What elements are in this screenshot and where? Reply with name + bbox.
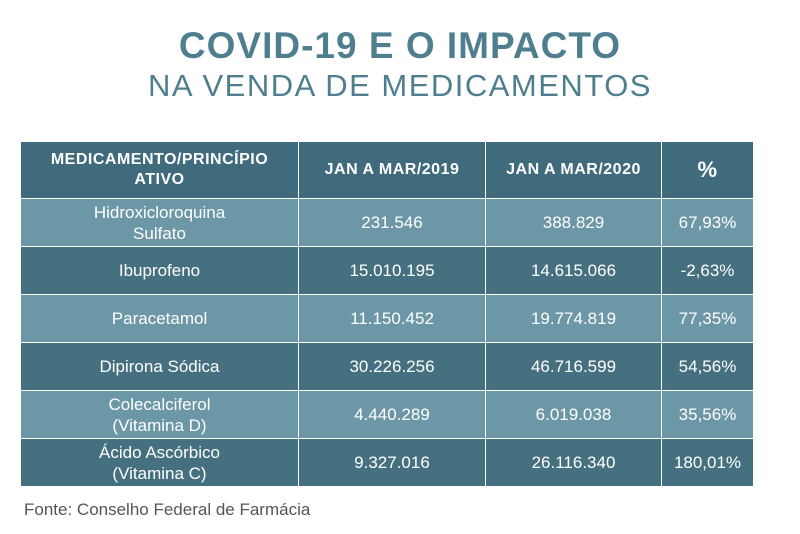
cell-medication: Ácido Ascórbico (Vitamina C) (20, 438, 299, 487)
cell-medication: Hidroxicloroquina Sulfato (20, 198, 299, 247)
cell-2020: 14.615.066 (485, 246, 662, 295)
cell-medication: Ibuprofeno (20, 246, 299, 295)
cell-2019: 11.150.452 (298, 294, 486, 343)
table-row: Colecalciferol (Vitamina D) 4.440.289 6.019… (20, 390, 754, 439)
medication-name-line: Sulfato (133, 223, 186, 243)
medication-sales-table: MEDICAMENTO/PRINCÍPIO ATIVO JAN A MAR/20… (20, 141, 754, 487)
table-row: Paracetamol 11.150.452 19.774.819 77,35% (20, 294, 754, 343)
cell-2019: 9.327.016 (298, 438, 486, 487)
cell-percent: -2,63% (661, 246, 754, 295)
table-row: Hidroxicloroquina Sulfato 231.546 388.829 67… (20, 198, 754, 247)
cell-2019: 231.546 (298, 198, 486, 247)
cell-percent: 54,56% (661, 342, 754, 391)
header-2020: JAN A MAR/2020 (485, 141, 662, 199)
cell-percent: 35,56% (661, 390, 754, 439)
cell-2019: 4.440.289 (298, 390, 486, 439)
medication-name-line: Dipirona Sódica (99, 357, 220, 376)
header-2019: JAN A MAR/2019 (298, 141, 486, 199)
medication-name-line: Ibuprofeno (118, 261, 201, 280)
cell-2020: 46.716.599 (485, 342, 662, 391)
table-row: Ibuprofeno 15.010.195 14.615.066 -2,63% (20, 246, 754, 295)
medication-name-line: Ácido Ascórbico (99, 442, 220, 462)
table-header-row: MEDICAMENTO/PRINCÍPIO ATIVO JAN A MAR/20… (20, 141, 754, 199)
table-row: Ácido Ascórbico (Vitamina C) 9.327.016 26.1… (20, 438, 754, 487)
medication-name-line: Colecalciferol (108, 394, 211, 414)
cell-medication: Dipirona Sódica (20, 342, 299, 391)
cell-2019: 30.226.256 (298, 342, 486, 391)
header-medication: MEDICAMENTO/PRINCÍPIO ATIVO (20, 141, 299, 199)
cell-2020: 26.116.340 (485, 438, 662, 487)
header-percent: % (661, 141, 754, 199)
medication-name-line: (Vitamina C) (112, 463, 207, 483)
cell-2020: 6.019.038 (485, 390, 662, 439)
chart-title: COVID-19 E O IMPACTO NA VENDA DE MEDICAM… (0, 24, 800, 104)
table-row: Dipirona Sódica 30.226.256 46.716.599 54,56… (20, 342, 754, 391)
source-note: Fonte: Conselho Federal de Farmácia (24, 500, 311, 519)
cell-percent: 77,35% (661, 294, 754, 343)
cell-2019: 15.010.195 (298, 246, 486, 295)
cell-percent: 180,01% (661, 438, 754, 487)
medication-name-line: Paracetamol (111, 309, 208, 328)
medication-name-line: Hidroxicloroquina (93, 202, 226, 222)
table-body: Hidroxicloroquina Sulfato 231.546 388.829 67… (20, 198, 754, 487)
medication-name-line: (Vitamina D) (112, 415, 207, 435)
cell-medication: Colecalciferol (Vitamina D) (20, 390, 299, 439)
cell-2020: 19.774.819 (485, 294, 662, 343)
cell-2020: 388.829 (485, 198, 662, 247)
title-line-1: COVID-19 E O IMPACTO (178, 25, 622, 66)
title-line-2: NA VENDA DE MEDICAMENTOS (148, 68, 652, 103)
cell-percent: 67,93% (661, 198, 754, 247)
cell-medication: Paracetamol (20, 294, 299, 343)
